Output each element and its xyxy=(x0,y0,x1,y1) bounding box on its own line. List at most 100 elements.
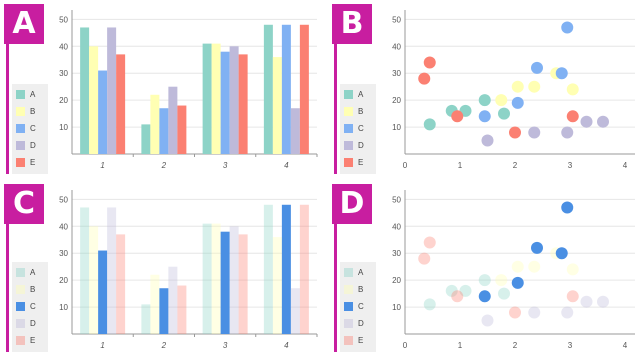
panel-d-point-e-2 xyxy=(451,290,464,303)
panel-b-legend-swatch-d xyxy=(344,141,353,150)
panel-d-point-e-1 xyxy=(423,236,436,249)
panel-c-bar-d-2 xyxy=(168,266,178,334)
panel-c-bar-a-2 xyxy=(141,304,151,334)
panel-a-bar-b-2 xyxy=(150,94,160,154)
panel-a-bar-c-2 xyxy=(159,108,169,154)
panel-d-point-a-1 xyxy=(445,284,458,297)
panel-a-legend-item-e: E xyxy=(12,156,48,170)
panel-d-legend-label-e: E xyxy=(358,336,364,345)
panel-d-ytick-label: 30 xyxy=(392,249,401,258)
panel-c-bar-d-1 xyxy=(107,207,117,334)
panel-b-point-a-4 xyxy=(498,107,510,120)
panel-a-bar-e-3 xyxy=(238,54,248,155)
panel-b-legend-swatch-a xyxy=(344,90,353,99)
panel-a-bar-a-3 xyxy=(202,43,212,154)
panel-b-accent xyxy=(334,8,337,174)
panel-a-legend-label-a: A xyxy=(30,90,36,99)
panel-b-xtick-label-0: 0 xyxy=(403,161,408,170)
panel-b-point-c-2 xyxy=(531,61,543,74)
panel-a-legend-swatch-e xyxy=(16,158,25,167)
panel-c-bar-b-4 xyxy=(272,237,282,334)
panel-a-legend-label-d: D xyxy=(30,141,36,150)
panel-d-legend-swatch-e xyxy=(344,336,353,345)
panel-a-legend-item-c: C xyxy=(12,122,48,136)
panel-c-chart: 10 20 30 40 50 1 2 3 4 xyxy=(59,190,318,350)
panel-d-point-e-4 xyxy=(566,290,579,303)
panel-b-point-b-0 xyxy=(495,94,508,107)
panel-b-ytick-label: 50 xyxy=(392,15,401,24)
panel-c-bar-e-3 xyxy=(238,234,248,334)
panel-a-bar-e-4 xyxy=(299,24,309,155)
panel-b-point-e-0 xyxy=(418,72,431,85)
panel-c-ytick-label: 30 xyxy=(59,249,68,258)
panel-a-chart: 10 20 30 40 50 1 2 3 4 xyxy=(59,10,318,170)
panel-b-legend-item-a: A xyxy=(340,88,376,102)
panel-b-legend-swatch-b xyxy=(344,107,353,116)
panel-c-bar-b-2 xyxy=(150,274,160,334)
panel-d-xtick-label-0: 0 xyxy=(403,341,408,350)
panel-d-point-d-1 xyxy=(528,306,541,319)
panel-d-legend-label-a: A xyxy=(358,268,364,277)
panel-c-xtick-label-4: 4 xyxy=(284,341,289,350)
panel-d-point-b-0 xyxy=(495,274,508,287)
panel-b-point-e-3 xyxy=(509,126,521,139)
panel-a-bar-c-1 xyxy=(98,70,108,154)
panel-a-legend-item-d: D xyxy=(12,139,48,153)
panel-c-legend-item-d: D xyxy=(12,317,48,331)
panel-a-bar-d-2 xyxy=(168,86,178,154)
panel-c-legend-label-a: A xyxy=(30,268,36,277)
panel-c-ytick-label: 10 xyxy=(59,303,68,312)
panel-c-legend-label-b: B xyxy=(30,285,36,294)
panel-c-legend-label-c: C xyxy=(30,302,36,311)
panel-c-legend-item-e: E xyxy=(12,334,48,348)
panel-d-legend-label-d: D xyxy=(358,319,364,328)
panel-c-legend-item-b: B xyxy=(12,283,48,297)
panel-a-bar-e-2 xyxy=(177,105,187,154)
panel-a-bar-d-1 xyxy=(107,27,117,154)
panel-c-legend-swatch-d xyxy=(16,319,25,328)
panel-d-legend-item-a: A xyxy=(340,266,376,280)
panel-c-xtick-label-2: 2 xyxy=(161,341,167,350)
panel-d-ytick-label: 40 xyxy=(392,222,401,231)
panel-c-bar-a-4 xyxy=(263,204,273,334)
panel-c-bar-a-3 xyxy=(202,223,212,334)
panel-b-badge: B xyxy=(332,4,372,44)
panel-c-legend-item-c: C xyxy=(12,300,48,314)
panel-d-legend-swatch-c xyxy=(344,302,353,311)
panel-c-bar-b-1 xyxy=(89,226,99,334)
panel-a-legend-swatch-d xyxy=(16,141,25,150)
panel-d-point-c-4 xyxy=(561,201,574,214)
panel-c-ytick-label: 20 xyxy=(59,276,68,285)
panel-b-ytick-label: 20 xyxy=(392,96,401,105)
panel-c-legend-swatch-a xyxy=(16,268,25,277)
panel-d-point-a-0 xyxy=(423,298,436,311)
panel-b-point-b-1 xyxy=(511,80,524,93)
panel-a-legend-swatch-b xyxy=(16,107,25,116)
panel-b-legend-item-e: E xyxy=(340,156,376,170)
panel-c-badge: C xyxy=(4,184,44,224)
panel-c-bar-c-1 xyxy=(98,250,108,334)
panel-b-legend-swatch-c xyxy=(344,124,353,133)
panel-b-point-c-4 xyxy=(561,21,574,34)
panel-a-ytick-label: 30 xyxy=(59,69,68,78)
panel-d-legend-swatch-a xyxy=(344,268,353,277)
panel-a-ytick-label: 50 xyxy=(59,15,68,24)
panel-a-legend-label-c: C xyxy=(30,124,36,133)
panel-a-bar-e-1 xyxy=(116,54,126,155)
panel-d-legend-item-c: C xyxy=(340,300,376,314)
panel-d-point-d-0 xyxy=(481,314,494,327)
panel-d-xtick-label-1: 1 xyxy=(458,341,463,350)
panel-a-bar-a-4 xyxy=(263,24,273,155)
panel-d-legend-item-d: D xyxy=(340,317,376,331)
panel-a-legend-item-a: A xyxy=(12,88,48,102)
panel-a-xtick-label-1: 1 xyxy=(100,161,104,170)
panel-b-point-e-4 xyxy=(566,110,579,123)
panel-b-chart: 10 20 30 40 50 0 1 2 3 4 xyxy=(392,10,635,170)
panel-c-ytick-label: 40 xyxy=(59,222,68,231)
panel-a-ytick-label: 20 xyxy=(59,96,68,105)
panel-b-legend-swatch-e xyxy=(344,158,353,167)
panel-d-point-d-4 xyxy=(597,295,609,308)
panel-d-point-b-2 xyxy=(528,260,541,273)
